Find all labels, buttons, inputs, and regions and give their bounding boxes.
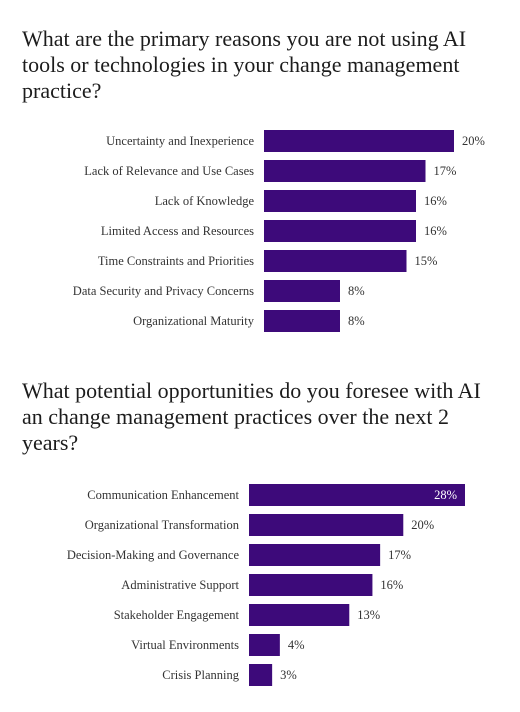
chart-1-bar [264, 280, 340, 302]
chart-2-bar [249, 484, 465, 506]
chart-2-value-label: 16% [380, 578, 403, 592]
chart-1-bar [264, 160, 426, 182]
chart-1-title: What are the primary reasons you are not… [22, 26, 467, 103]
chart-1-value-label: 17% [434, 164, 457, 178]
chart-2-category-label: Administrative Support [121, 578, 239, 592]
chart-2-bar [249, 604, 350, 626]
chart-1-value-label: 8% [348, 284, 365, 298]
chart-2-value-label: 20% [411, 518, 434, 532]
chart-2-category-label: Decision-Making and Governance [67, 548, 240, 562]
chart-1-category-label: Time Constraints and Priorities [98, 254, 254, 268]
chart-1-category-label: Lack of Knowledge [155, 194, 255, 208]
chart-2-bar [249, 514, 404, 536]
chart-2-category-label: Stakeholder Engagement [114, 608, 240, 622]
chart-1-bar [264, 250, 407, 272]
chart-2-value-label: 4% [288, 638, 305, 652]
chart-1-category-label: Lack of Relevance and Use Cases [84, 164, 254, 178]
chart-1-value-label: 20% [462, 134, 485, 148]
chart-1-bars: Uncertainty and Inexperience 20% Lack of R… [73, 130, 485, 332]
chart-2-title: What potential opportunities do you fore… [22, 378, 481, 455]
chart-2-category-label: Crisis Planning [162, 668, 239, 682]
chart-1-value-label: 8% [348, 314, 365, 328]
chart-2-bar [249, 574, 373, 596]
chart-1-category-label: Uncertainty and Inexperience [106, 134, 254, 148]
chart-1-bar [264, 220, 416, 242]
chart-2-value-label: 13% [357, 608, 380, 622]
chart-2-bars: Communication Enhancement 28% Organization… [67, 484, 465, 686]
chart-1-value-label: 15% [415, 254, 438, 268]
chart-2-category-label: Virtual Environments [131, 638, 239, 652]
chart-2-value-label: 3% [280, 668, 297, 682]
chart-1-category-label: Data Security and Privacy Concerns [73, 284, 254, 298]
chart-1-bar [264, 190, 416, 212]
chart-2-bar [249, 544, 381, 566]
chart-2-value-label: 17% [388, 548, 411, 562]
chart-1-value-label: 16% [424, 194, 447, 208]
chart-1-bar [264, 130, 454, 152]
chart-1-value-label: 16% [424, 224, 447, 238]
chart-2-bar [249, 634, 280, 656]
chart-1-bar [264, 310, 340, 332]
chart-1-category-label: Organizational Maturity [133, 314, 255, 328]
chart-2-category-label: Communication Enhancement [87, 488, 239, 502]
chart-1-category-label: Limited Access and Resources [101, 224, 254, 238]
chart-2-bar [249, 664, 273, 686]
chart-2-value-label: 28% [434, 488, 457, 502]
chart-2-category-label: Organizational Transformation [85, 518, 240, 532]
